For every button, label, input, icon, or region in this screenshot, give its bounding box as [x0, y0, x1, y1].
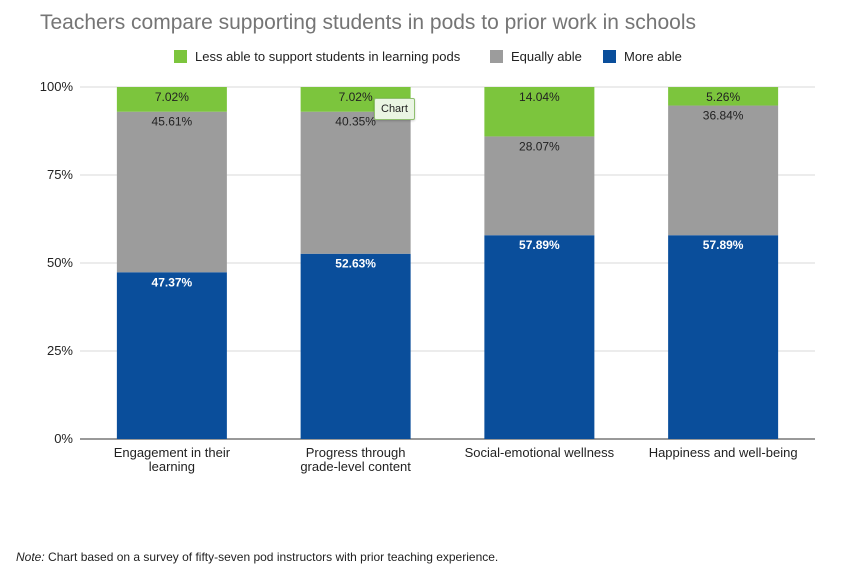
- x-tick-label-line: Engagement in their: [114, 445, 231, 460]
- bar-segment: [300, 111, 411, 254]
- chart-note: Note: Chart based on a survey of fifty-s…: [16, 550, 498, 564]
- tooltip-label: Chart: [381, 103, 408, 115]
- data-label: 7.02%: [339, 90, 373, 104]
- stacked-bar-chart: Teachers compare supporting students in …: [40, 11, 815, 474]
- y-tick-label: 0%: [54, 431, 73, 446]
- legend: Less able to support students in learnin…: [174, 49, 682, 64]
- data-label: 28.07%: [519, 139, 560, 153]
- bar-segment: [668, 105, 779, 236]
- data-label: 40.35%: [335, 115, 376, 129]
- y-tick-label: 100%: [40, 79, 74, 94]
- x-tick-label-line: grade-level content: [300, 459, 411, 474]
- bar-segment: [668, 87, 779, 106]
- y-tick-label: 50%: [47, 255, 73, 270]
- bar-segment: [484, 136, 595, 236]
- note-label: Note:: [16, 550, 45, 564]
- x-tick-label-line: Progress through: [306, 445, 406, 460]
- x-tick-label-line: Happiness and well-being: [649, 445, 798, 460]
- bar-segment: [484, 87, 595, 137]
- data-label: 14.04%: [519, 90, 560, 104]
- legend-swatch: [490, 50, 503, 63]
- legend-label: More able: [624, 49, 682, 64]
- chart-title: Teachers compare supporting students in …: [40, 11, 696, 34]
- data-label: 7.02%: [155, 90, 189, 104]
- bar-segment: [484, 235, 595, 439]
- data-label: 57.89%: [519, 238, 560, 252]
- chart-tooltip: Chart: [374, 98, 415, 120]
- x-tick-label-line: Social-emotional wellness: [465, 445, 615, 460]
- x-axis: Engagement in their learning Progress thro…: [114, 445, 798, 474]
- x-tick-label: Social-emotional wellness: [465, 445, 615, 460]
- y-tick-label: 75%: [47, 167, 73, 182]
- y-axis: 0% 25% 50% 75% 100%: [40, 79, 74, 446]
- bar-segment: [116, 272, 227, 439]
- data-label: 5.26%: [706, 90, 740, 104]
- y-tick-label: 25%: [47, 343, 73, 358]
- x-tick-label: Happiness and well-being: [649, 445, 798, 460]
- data-label: 57.89%: [703, 238, 744, 252]
- x-tick-label: Engagement in their learning: [114, 445, 231, 474]
- x-tick-label: Progress through grade-level content: [300, 445, 411, 474]
- data-labels: 47.37% 45.61% 7.02% 52.63% 40.35% 7.02% 57.89%…: [152, 90, 744, 289]
- legend-swatch: [174, 50, 187, 63]
- note-text: Chart based on a survey of fifty-seven p…: [44, 550, 499, 564]
- data-label: 45.61%: [152, 115, 193, 129]
- bar-segment: [116, 87, 227, 112]
- bar-segment: [116, 111, 227, 273]
- bar-segment: [300, 253, 411, 439]
- data-label: 47.37%: [152, 275, 193, 289]
- data-label: 36.84%: [703, 109, 744, 123]
- x-tick-label-line: learning: [149, 459, 195, 474]
- legend-label: Less able to support students in learnin…: [195, 49, 461, 64]
- legend-swatch: [603, 50, 616, 63]
- bar-segment: [668, 235, 779, 439]
- data-label: 52.63%: [335, 257, 376, 271]
- legend-label: Equally able: [511, 49, 582, 64]
